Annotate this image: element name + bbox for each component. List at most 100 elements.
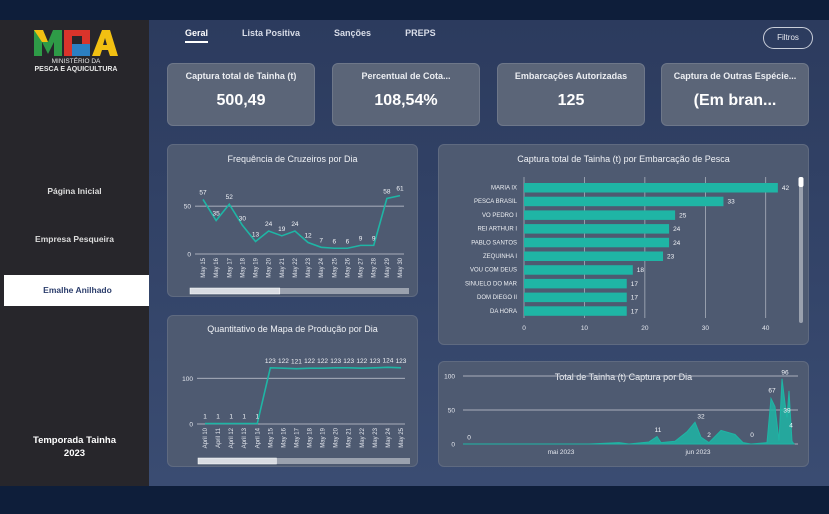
x-tick-label: May 30 xyxy=(398,257,404,277)
x-tick-label: May 27 xyxy=(359,257,365,277)
x-tick-label: May 21 xyxy=(280,257,286,277)
x-tick-label: May 19 xyxy=(321,427,327,447)
data-label: 24 xyxy=(673,240,681,247)
data-label: 122 xyxy=(304,358,315,365)
data-label: 6 xyxy=(346,238,350,245)
chart-card-tainha-dia: Total de Tainha (t) Captura por Dia 0 50 1… xyxy=(438,361,809,467)
x-tick-label: May 23 xyxy=(306,257,312,277)
data-label: 67 xyxy=(768,388,776,395)
x-tick-label: jun 2023 xyxy=(685,449,711,456)
tab-bar: Geral Lista Positiva Sanções PREPS xyxy=(185,28,470,43)
data-label: 11 xyxy=(655,427,662,434)
data-label: 17 xyxy=(631,295,639,302)
mpa-letters-icon xyxy=(34,30,118,56)
category-label: PABLO SANTOS xyxy=(471,240,517,246)
x-tick-label: May 24 xyxy=(386,427,392,447)
data-label: 1 xyxy=(203,414,207,421)
bar xyxy=(524,196,724,207)
category-label: SINUELO DO MAR xyxy=(465,281,518,287)
scrollbar-thumb xyxy=(798,177,804,187)
data-label: 33 xyxy=(727,199,735,206)
data-label: 123 xyxy=(265,358,276,365)
x-tick-label: May 16 xyxy=(281,427,287,447)
x-tick-label: May 15 xyxy=(201,257,207,277)
x-tick-label: April 13 xyxy=(242,427,248,448)
sidebar-item-empresa-pesqueira[interactable]: Empresa Pesqueira xyxy=(35,234,114,244)
tab-lista-positiva[interactable]: Lista Positiva xyxy=(242,28,301,38)
cruzeiros-line-chart: 0 50 57 35 52 30 13 24 19 24 12 7 6 6 9 9 58 61 May 15 May … xyxy=(184,186,409,295)
sidebar-item-pagina-inicial[interactable]: Página Inicial xyxy=(47,186,102,196)
data-label: 39 xyxy=(783,407,791,414)
chart-card-embarcacao: Captura total de Tainha (t) por Embarcaç… xyxy=(438,144,809,345)
x-tick-label: mai 2023 xyxy=(548,449,575,456)
scrollbar-track xyxy=(190,288,409,294)
x-tick-label: May 20 xyxy=(267,257,273,277)
bar xyxy=(524,265,633,275)
filters-button[interactable]: Filtros xyxy=(763,27,813,49)
data-label: 4 xyxy=(789,422,793,429)
data-label: 123 xyxy=(343,358,354,365)
y-tick-label: 100 xyxy=(444,374,455,381)
season-label: Temporada Tainha 2023 xyxy=(0,434,149,460)
chart-title: Captura total de Tainha (t) por Embarcaç… xyxy=(517,154,730,164)
ministry-line-2: PESCA E AQUICULTURA xyxy=(34,66,118,73)
category-label: REI ARTHUR I xyxy=(477,227,517,233)
data-label: 42 xyxy=(782,185,790,192)
bar xyxy=(524,292,627,303)
data-label: 124 xyxy=(383,357,394,364)
data-label: 96 xyxy=(781,369,789,376)
data-label: 1 xyxy=(255,414,259,421)
x-tick-label: April 14 xyxy=(255,427,261,448)
data-label: 25 xyxy=(679,212,687,219)
kpi-card-outras-especies: Captura de Outras Espécie... (Em bran... xyxy=(661,63,809,126)
kpi-card-percentual-cota: Percentual de Cota... 108,54% xyxy=(332,63,480,126)
sidebar-item-emalhe-anilhado[interactable]: Emalhe Anilhado xyxy=(4,275,151,306)
bar xyxy=(524,210,676,220)
data-label: 1 xyxy=(242,414,246,421)
tab-preps[interactable]: PREPS xyxy=(405,28,436,38)
x-tick-label: 0 xyxy=(522,325,526,332)
data-label: 19 xyxy=(278,226,286,233)
season-line-2: 2023 xyxy=(63,448,86,459)
x-tick-label: May 23 xyxy=(373,427,379,447)
x-tick-label: May 26 xyxy=(345,257,351,277)
data-label: 32 xyxy=(697,414,705,421)
bar xyxy=(524,237,670,248)
x-tick-label: May 15 xyxy=(268,427,274,447)
x-tick-label: May 29 xyxy=(385,257,391,277)
scrollbar-track xyxy=(198,458,410,464)
x-tick-label: May 16 xyxy=(214,257,220,277)
kpi-title: Captura de Outras Espécie... xyxy=(673,71,797,81)
main-content: Geral Lista Positiva Sanções PREPS Filtr… xyxy=(149,20,829,486)
data-label: 1 xyxy=(216,414,220,421)
y-tick-label: 100 xyxy=(182,376,193,383)
data-label: 17 xyxy=(631,281,639,288)
bar xyxy=(524,251,664,261)
bar xyxy=(524,224,670,234)
x-tick-label: April 10 xyxy=(203,427,209,448)
x-tick-label: May 25 xyxy=(399,427,405,447)
data-label: 12 xyxy=(304,233,312,240)
x-tick-label: April 12 xyxy=(229,427,235,448)
chart-title: Total de Tainha (t) Captura por Dia xyxy=(554,372,693,382)
kpi-value: 500,49 xyxy=(216,92,266,109)
kpi-value: 125 xyxy=(557,92,585,109)
data-label: 122 xyxy=(278,358,289,365)
x-tick-label: May 22 xyxy=(293,257,299,277)
data-label: 9 xyxy=(359,235,363,242)
data-label: 30 xyxy=(239,215,247,222)
tab-sancoes[interactable]: Sanções xyxy=(334,28,372,38)
x-tick-label: May 21 xyxy=(347,427,353,447)
mpa-logo-mark xyxy=(18,28,134,56)
series-line xyxy=(205,366,402,425)
data-label: 57 xyxy=(199,189,207,196)
kpi-card-captura-total: Captura total de Tainha (t) 500,49 xyxy=(167,63,315,126)
data-label: 58 xyxy=(383,188,391,195)
sidebar: MINISTÉRIO DA PESCA E AQUICULTURA Página… xyxy=(0,20,151,486)
tab-geral[interactable]: Geral xyxy=(185,28,209,43)
kpi-value: 108,54% xyxy=(374,92,438,109)
category-label: ZEQUINHA I xyxy=(483,254,517,260)
ministry-line-1: MINISTÉRIO DA xyxy=(51,58,101,65)
data-label: 9 xyxy=(372,235,376,242)
bar xyxy=(524,306,627,316)
